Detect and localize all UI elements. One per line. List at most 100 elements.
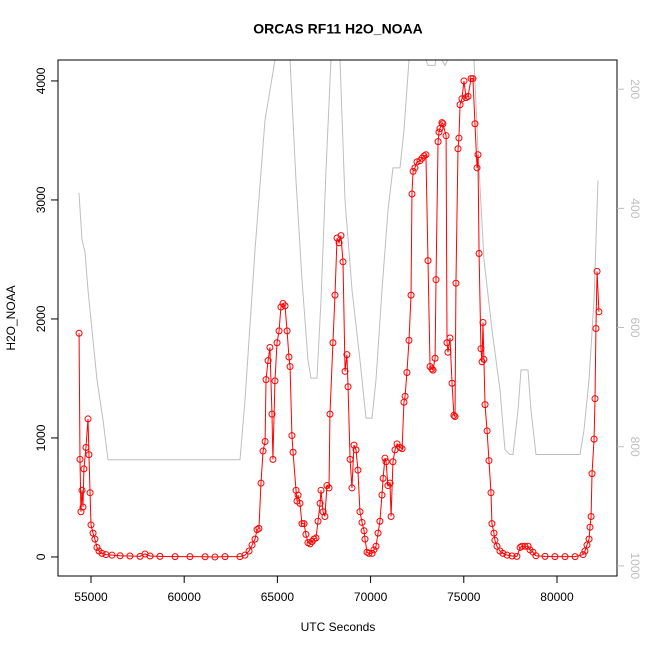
data-point xyxy=(116,552,124,560)
y2-tick-label: 200 xyxy=(628,79,642,99)
data-point xyxy=(86,489,94,497)
data-point xyxy=(450,411,458,419)
x-tick-label: 80000 xyxy=(540,590,574,604)
data-point xyxy=(80,465,88,473)
data-point xyxy=(85,451,93,459)
data-point xyxy=(378,491,386,499)
data-point xyxy=(348,484,356,492)
data-point xyxy=(329,339,337,347)
data-point xyxy=(370,546,378,554)
data-point xyxy=(368,549,376,557)
data-point xyxy=(331,291,339,299)
data-point xyxy=(581,547,589,555)
data-point xyxy=(277,303,285,311)
data-point xyxy=(398,445,406,453)
plot-area xyxy=(75,60,603,561)
data-point xyxy=(372,542,380,550)
data-point xyxy=(245,547,253,555)
data-point xyxy=(464,92,472,100)
y-tick-label: 3000 xyxy=(34,186,48,213)
data-point xyxy=(516,543,524,551)
data-point xyxy=(428,365,436,373)
data-point xyxy=(298,520,306,528)
y2-tick-label: 600 xyxy=(628,318,642,338)
data-point xyxy=(488,520,496,528)
data-point xyxy=(171,553,179,561)
data-point xyxy=(326,410,334,418)
data-point xyxy=(583,541,591,549)
data-point xyxy=(323,482,331,490)
y-tick-label: 0 xyxy=(34,553,48,560)
data-point xyxy=(241,551,249,559)
plot-frame xyxy=(57,59,618,577)
data-point xyxy=(586,523,594,531)
data-point xyxy=(84,415,92,423)
data-point xyxy=(352,446,360,454)
data-point xyxy=(335,239,343,247)
data-point xyxy=(296,499,304,507)
series-line xyxy=(78,78,600,558)
data-point xyxy=(346,455,354,463)
data-point xyxy=(483,427,491,435)
data-point xyxy=(487,489,495,497)
data-point xyxy=(108,551,116,559)
data-point xyxy=(435,128,443,136)
data-point xyxy=(389,458,397,466)
data-point xyxy=(268,410,276,418)
chart-title: ORCAS RF11 H2O_NOAA xyxy=(253,21,423,37)
data-point xyxy=(257,479,265,487)
data-point xyxy=(455,134,463,142)
data-point xyxy=(294,491,302,499)
y2-tick-label: 400 xyxy=(628,198,642,218)
data-point xyxy=(300,520,308,528)
data-point xyxy=(316,499,324,507)
data-point xyxy=(541,552,549,560)
y-tick-label: 4000 xyxy=(34,67,48,94)
y2-tick-label: 800 xyxy=(628,437,642,457)
data-point xyxy=(591,395,599,403)
data-point xyxy=(420,152,428,160)
data-point xyxy=(374,529,382,537)
y-tick-label: 2000 xyxy=(34,305,48,332)
data-point xyxy=(424,257,432,265)
data-point xyxy=(592,324,600,332)
data-point xyxy=(460,77,468,85)
data-point xyxy=(358,518,366,526)
data-point xyxy=(551,553,559,561)
data-point xyxy=(446,334,454,342)
data-point xyxy=(491,536,499,544)
x-tick-label: 55000 xyxy=(74,590,108,604)
data-point xyxy=(306,540,314,548)
data-point xyxy=(434,138,442,146)
data-point xyxy=(382,458,390,466)
data-point xyxy=(273,339,281,347)
data-point xyxy=(448,379,456,387)
data-point xyxy=(416,157,424,165)
data-point xyxy=(474,151,482,159)
data-point xyxy=(387,512,395,520)
data-point xyxy=(76,455,84,463)
data-point xyxy=(439,120,447,128)
data-point xyxy=(451,413,459,421)
data-point xyxy=(93,543,101,551)
data-point xyxy=(384,482,392,490)
data-point xyxy=(386,479,394,487)
data-point xyxy=(259,447,267,455)
data-point xyxy=(75,329,83,337)
data-point xyxy=(431,354,439,362)
data-point xyxy=(285,353,293,361)
data-point xyxy=(477,345,485,353)
data-point xyxy=(376,517,384,525)
data-point xyxy=(289,448,297,456)
data-point xyxy=(363,548,371,556)
data-point xyxy=(312,534,320,542)
data-point xyxy=(571,553,579,561)
data-point xyxy=(475,250,483,257)
data-point xyxy=(513,552,521,560)
data-point xyxy=(269,455,277,463)
data-point xyxy=(471,120,479,128)
data-point xyxy=(508,552,516,560)
data-point xyxy=(271,377,279,385)
data-point xyxy=(337,232,345,240)
